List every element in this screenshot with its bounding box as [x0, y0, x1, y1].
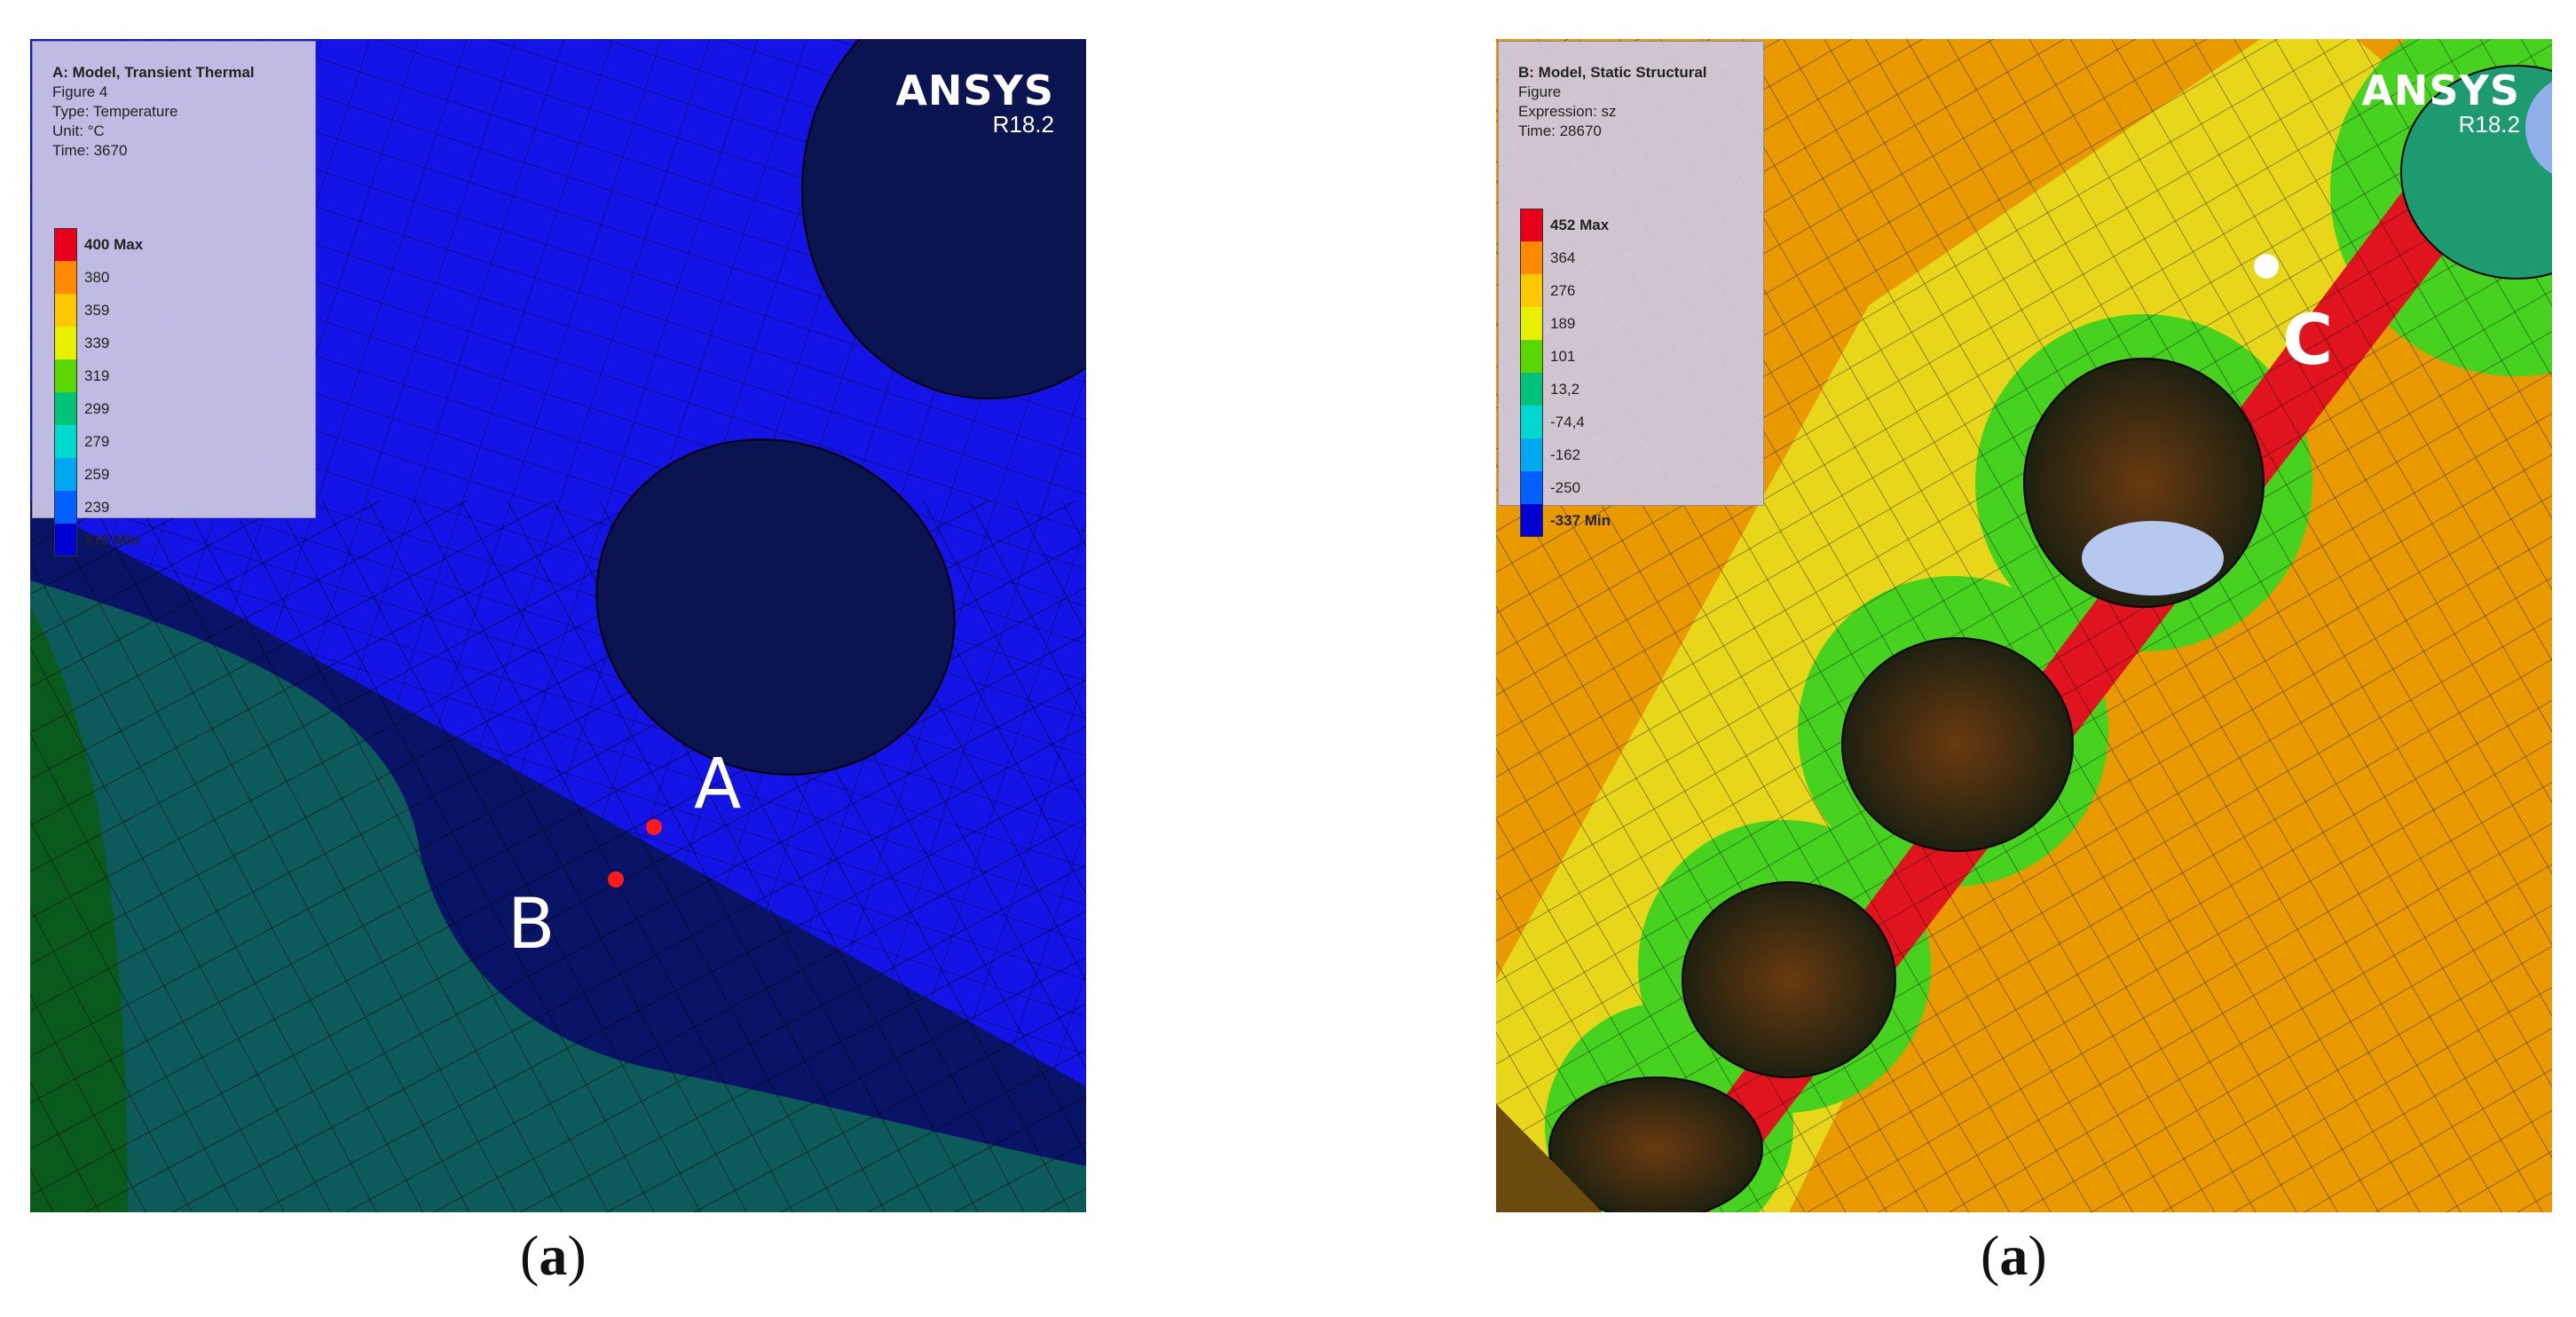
scale-swatch	[54, 359, 77, 392]
thermal-result-panel: A: Model, Transient Thermal Figure 4 Typ…	[30, 39, 1086, 1212]
scale-swatch	[54, 261, 77, 294]
scale-label: 380	[84, 268, 110, 286]
ansys-logo: ANSYS R18.2	[2361, 69, 2520, 137]
point-a-dot	[646, 819, 662, 835]
caption-open-paren: (	[1981, 1224, 2000, 1287]
scale-label: 452 Max	[1550, 216, 1610, 233]
scale-swatch	[54, 294, 77, 327]
scale-swatch	[1520, 504, 1543, 537]
legend-header: B: Model, Static Structural Figure Expre…	[1518, 63, 1707, 141]
brand-name: ANSYS	[2361, 67, 2520, 114]
legend-title: B: Model, Static Structural	[1518, 64, 1707, 81]
scale-swatch	[1520, 406, 1543, 438]
caption-letter: a	[1999, 1224, 2029, 1287]
scale-row: 101	[1520, 340, 1611, 373]
brand-version: R18.2	[2458, 111, 2520, 138]
legend-type: Type: Temperature	[52, 103, 178, 120]
scale-row: 339	[54, 327, 143, 359]
scale-row: 400 Max	[54, 228, 143, 261]
brand-name: ANSYS	[895, 67, 1054, 114]
scale-row: 299	[54, 392, 143, 425]
scale-row: 13,2	[1520, 373, 1611, 406]
scale-label: 364	[1550, 248, 1576, 266]
caption-open-paren: (	[520, 1224, 540, 1287]
scale-swatch	[1520, 209, 1543, 241]
scale-swatch	[1520, 438, 1543, 471]
scale-row: 239	[54, 491, 143, 524]
scale-label: -74,4	[1550, 413, 1585, 430]
scale-label: 101	[1550, 347, 1576, 365]
scale-label: 276	[1550, 281, 1576, 299]
point-c-dot	[2254, 254, 2279, 279]
scale-row: 359	[54, 294, 143, 327]
scale-label: 359	[84, 301, 110, 319]
ansys-logo: ANSYS R18.2	[895, 69, 1054, 137]
scale-row: 276	[1520, 274, 1611, 307]
scale-row: 364	[1520, 241, 1611, 274]
scale-swatch	[1520, 373, 1543, 406]
scale-swatch	[54, 327, 77, 359]
scale-row: 452 Max	[1520, 209, 1611, 241]
thermal-mesh-plot	[30, 39, 1086, 1212]
legend-time: Time: 28670	[1518, 122, 1602, 139]
scale-label: -162	[1550, 446, 1581, 463]
scale-swatch	[54, 491, 77, 524]
scale-label: 259	[84, 465, 110, 483]
legend-figure: Figure	[1518, 83, 1562, 100]
scale-label: 400 Max	[84, 235, 144, 253]
scale-swatch	[1520, 241, 1543, 274]
scale-label: 239	[84, 498, 110, 516]
caption-close-paren: )	[567, 1224, 587, 1287]
scale-swatch	[54, 392, 77, 425]
caption-letter: a	[539, 1224, 568, 1287]
scale-label: 299	[84, 399, 110, 417]
scale-swatch	[1520, 307, 1543, 340]
scale-swatch	[54, 228, 77, 261]
point-b-dot	[608, 871, 624, 887]
scale-swatch	[54, 458, 77, 491]
scale-swatch	[1520, 471, 1543, 504]
legend-figure: Figure 4	[52, 83, 108, 100]
scale-row: 380	[54, 261, 143, 294]
point-a-label: A	[694, 745, 742, 824]
scale-label: 319	[84, 367, 110, 384]
caption-b: (a)	[1981, 1223, 2047, 1289]
brand-version: R18.2	[992, 111, 1054, 138]
scale-label: 218 Min	[84, 531, 140, 548]
scale-row: -162	[1520, 438, 1611, 471]
scale-label: 13,2	[1550, 380, 1580, 398]
color-scale: 400 Max 380 359 339 319 299 279 259 239 218 Min	[54, 228, 143, 556]
legend-header: A: Model, Transient Thermal Figure 4 Typ…	[52, 63, 255, 161]
legend-expression: Expression: sz	[1518, 103, 1617, 120]
point-b-label: B	[508, 885, 555, 965]
scale-row: 279	[54, 425, 143, 458]
scale-row: 189	[1520, 307, 1611, 340]
scale-label: -337 Min	[1550, 511, 1611, 529]
legend-time: Time: 3670	[52, 142, 128, 159]
scale-row: -337 Min	[1520, 504, 1611, 537]
caption-close-paren: )	[2028, 1224, 2047, 1287]
temperature-legend: A: Model, Transient Thermal Figure 4 Typ…	[32, 41, 316, 556]
stress-legend: B: Model, Static Structural Figure Expre…	[1498, 41, 1764, 537]
scale-row: 218 Min	[54, 524, 143, 556]
structural-result-panel: B: Model, Static Structural Figure Expre…	[1496, 39, 2552, 1212]
legend-title: A: Model, Transient Thermal	[52, 64, 255, 81]
scale-swatch	[54, 524, 77, 556]
legend-unit: Unit: °C	[52, 122, 105, 139]
scale-row: -250	[1520, 471, 1611, 504]
scale-row: 319	[54, 359, 143, 392]
caption-a: (a)	[520, 1223, 587, 1289]
scale-swatch	[1520, 340, 1543, 373]
scale-row: -74,4	[1520, 406, 1611, 438]
scale-swatch	[1520, 274, 1543, 307]
scale-row: 259	[54, 458, 143, 491]
stress-mesh-plot	[1496, 39, 2552, 1212]
scale-swatch	[54, 425, 77, 458]
scale-label: -250	[1550, 478, 1581, 496]
point-c-label: C	[2282, 301, 2334, 381]
scale-label: 189	[1550, 314, 1576, 332]
scale-label: 339	[84, 334, 110, 351]
color-scale: 452 Max 364 276 189 101 13,2 -74,4 -162 -250 -337…	[1520, 209, 1611, 537]
scale-label: 279	[84, 432, 110, 450]
